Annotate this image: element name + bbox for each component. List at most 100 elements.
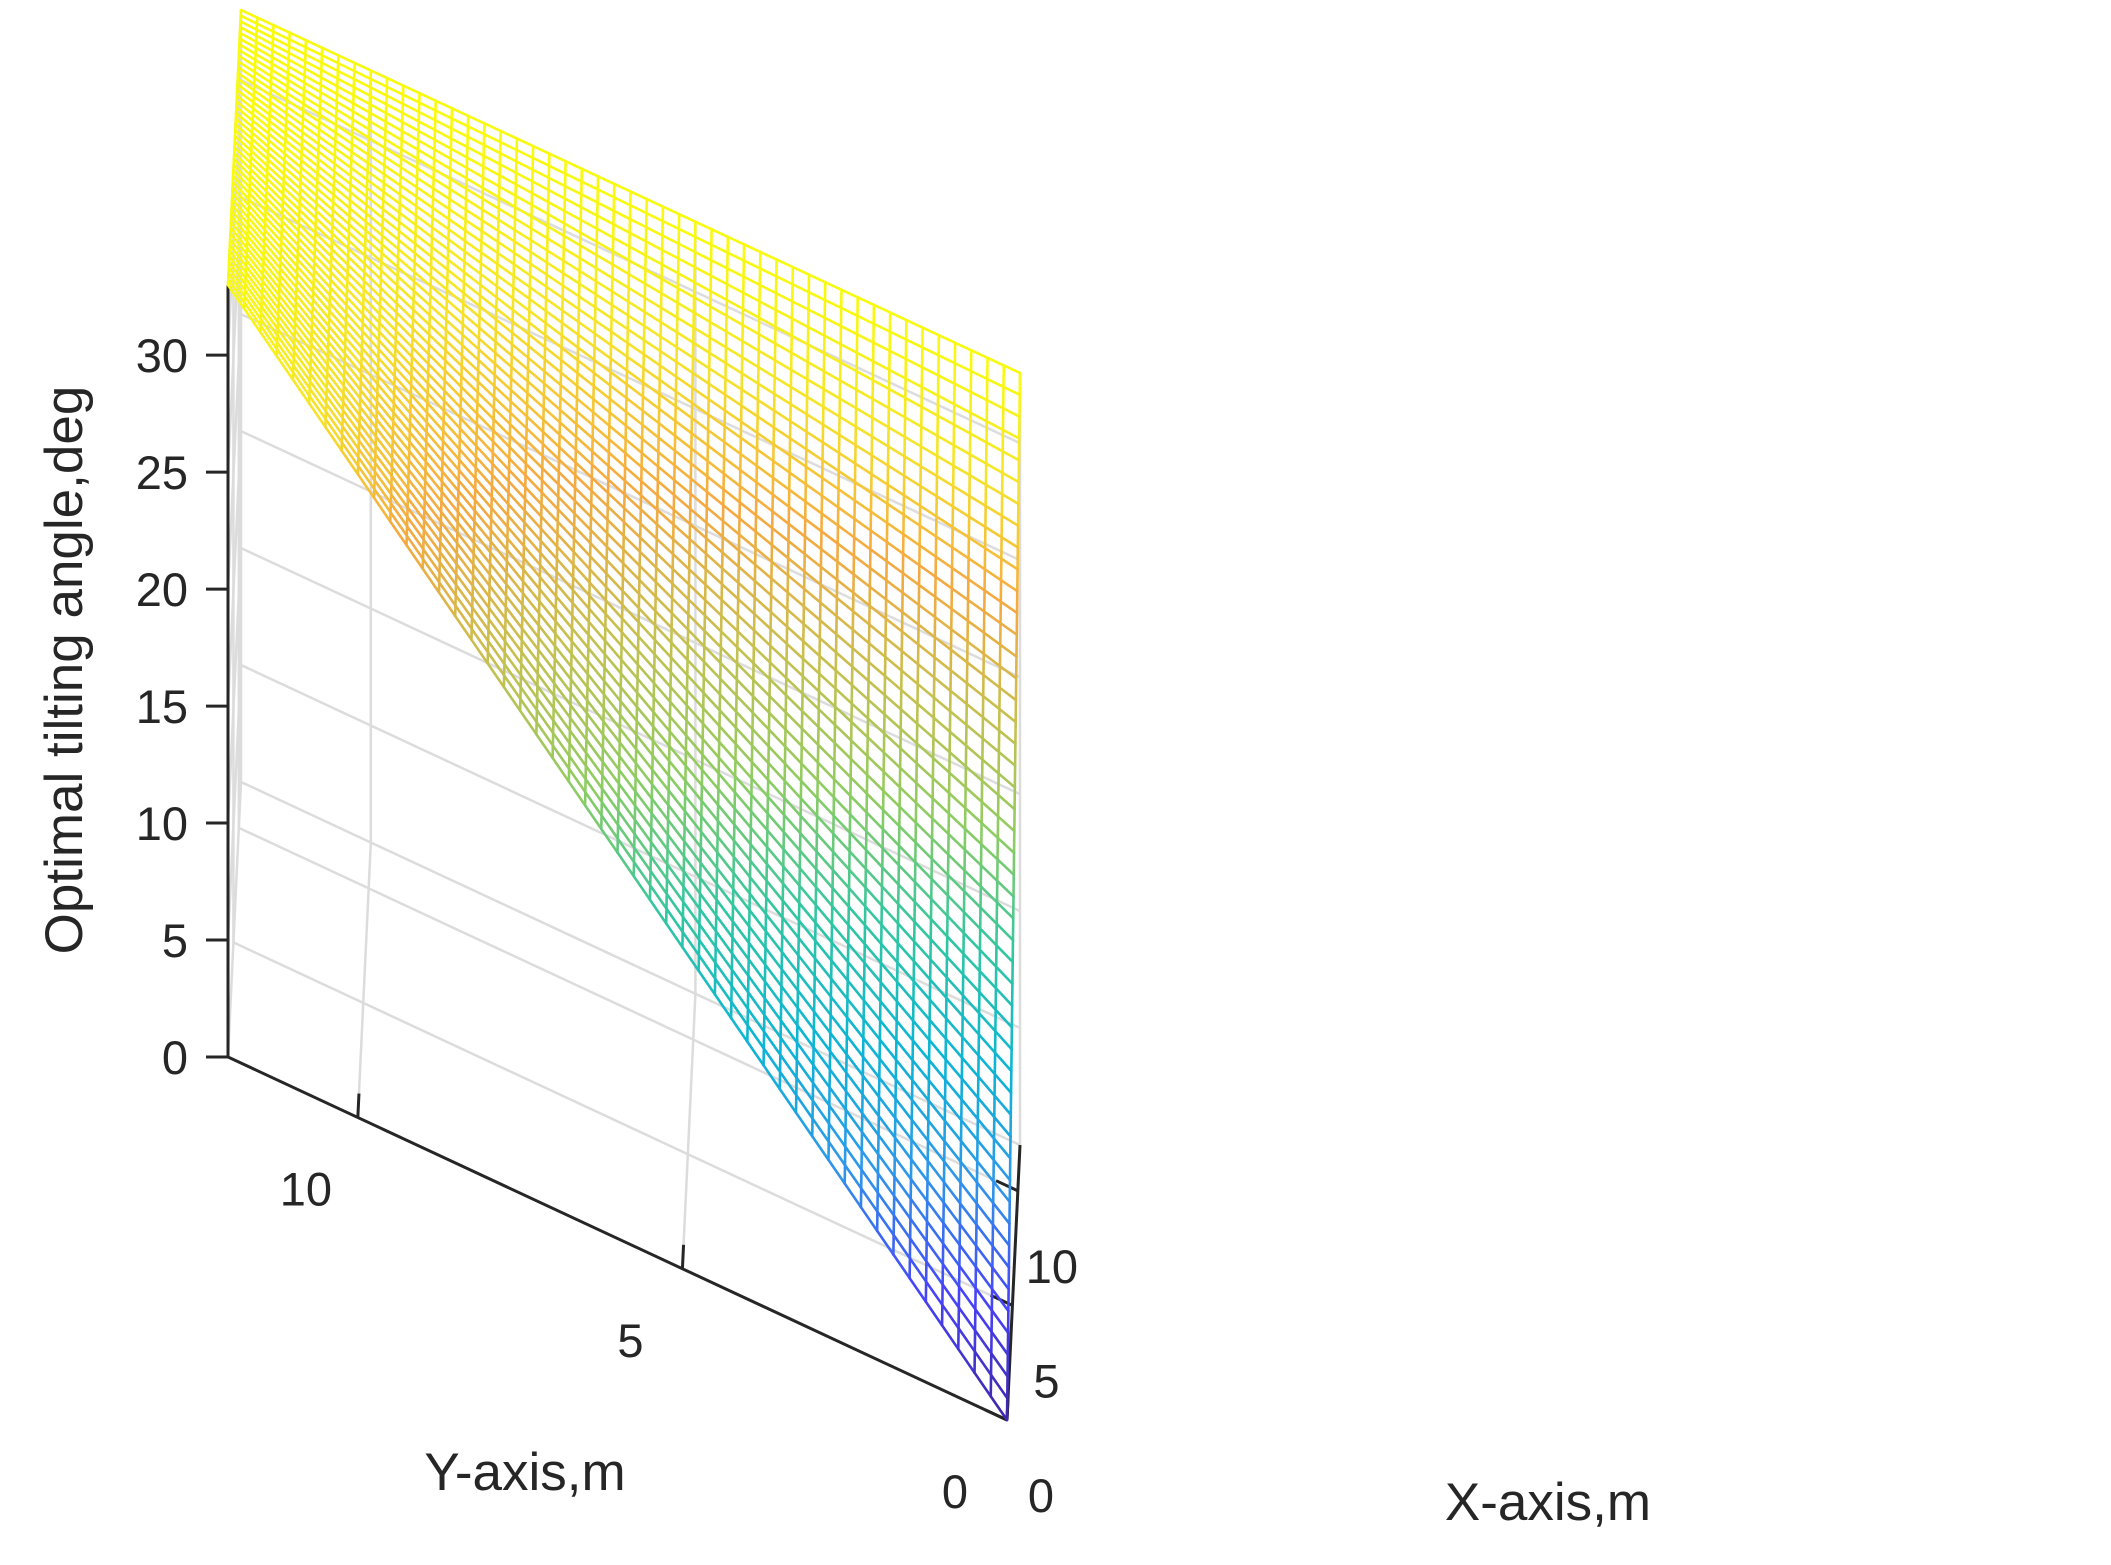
mesh-x20-seg17 (718, 677, 738, 697)
mesh-x30-seg17 (721, 519, 741, 536)
mesh-x44-seg30 (514, 182, 534, 195)
mesh-x19-seg12 (799, 779, 819, 800)
mesh-x3-seg8 (860, 1149, 880, 1175)
mesh-x10-seg47 (229, 226, 249, 250)
mesh-x34-seg29 (528, 309, 547, 325)
mesh-x13-seg39 (360, 363, 379, 386)
mesh-x22-seg40 (346, 271, 366, 291)
mesh-x47-seg26 (580, 180, 600, 191)
mesh-x6-seg19 (682, 855, 702, 880)
mesh-x30-seg8 (867, 641, 887, 659)
mesh-x42-seg42 (319, 90, 339, 104)
mesh-x3-seg7 (876, 1172, 896, 1198)
mesh-x36-seg15 (755, 448, 775, 463)
mesh-x41-seg28 (546, 237, 565, 250)
mesh-x40-seg9 (854, 443, 874, 457)
mesh-x22-seg17 (719, 645, 739, 665)
mesh-x13-seg34 (441, 459, 461, 482)
mesh-x21-seg37 (394, 329, 414, 349)
mesh-x23-seg16 (736, 646, 755, 665)
mesh-x20-seg20 (670, 626, 690, 647)
mesh-x25-seg41 (330, 232, 350, 250)
mesh-x0-seg2 (957, 1347, 976, 1375)
mesh-x31-seg31 (494, 318, 514, 335)
mesh-x22-seg15 (751, 678, 771, 698)
mesh-x24-seg24 (606, 505, 626, 524)
mesh-x47-seg2 (969, 369, 989, 381)
mesh-x31-seg1 (981, 715, 1001, 732)
mesh-x25-seg8 (866, 735, 886, 754)
mesh-x21-seg4 (930, 877, 950, 897)
mesh-x19-seg7 (881, 866, 900, 886)
mesh-x24-seg17 (720, 614, 739, 633)
mesh-x23-seg31 (492, 406, 512, 426)
mesh-x12-seg17 (716, 803, 736, 826)
mesh-x39-seg38 (383, 155, 403, 169)
mesh-x35-seg9 (852, 536, 872, 551)
mesh-x45-seg38 (384, 102, 404, 115)
z-tick-label-15: 15 (136, 680, 188, 733)
mesh-x14-seg10 (830, 904, 850, 927)
mesh-x23-seg29 (525, 438, 544, 458)
mesh-x17-seg32 (474, 455, 494, 477)
mesh-x23-seg24 (606, 518, 626, 538)
mesh-x39-seg3 (951, 525, 971, 539)
mesh-x47-seg34 (450, 117, 470, 128)
mesh-x31-seg42 (316, 172, 336, 189)
mesh-x38-seg23 (626, 327, 646, 342)
mesh-x14-seg5 (912, 999, 931, 1022)
mesh-x30-seg11 (819, 601, 838, 618)
mesh-x8-seg42 (310, 342, 329, 367)
mesh-x31-seg16 (738, 517, 758, 533)
mesh-x20-seg16 (735, 694, 755, 714)
mesh-x24-seg19 (687, 583, 707, 602)
mesh-x42-seg40 (351, 110, 371, 123)
mesh-x44-seg33 (465, 156, 485, 168)
mesh-x38-seg43 (301, 109, 321, 124)
mesh-x5-seg9 (844, 1089, 864, 1115)
mesh-x45-seg7 (888, 368, 907, 380)
mesh-x2-seg16 (730, 984, 750, 1011)
mesh-x5-seg7 (877, 1133, 897, 1159)
mesh-x43-seg35 (433, 148, 452, 161)
mesh-x19-seg45 (264, 209, 284, 230)
mesh-x17-seg36 (409, 383, 429, 405)
mesh-x21-seg9 (849, 794, 868, 814)
mesh-x24-seg13 (784, 676, 804, 695)
mesh-x15-seg4 (928, 998, 948, 1020)
mesh-x22-seg32 (476, 401, 495, 421)
mesh-x17-seg14 (766, 778, 786, 800)
mesh-x28-seg35 (429, 294, 448, 312)
mesh-x3-seg33 (454, 583, 474, 609)
mesh-x38-seg47 (236, 65, 256, 80)
mesh-x47-seg23 (628, 203, 648, 215)
mesh-x23-seg30 (508, 422, 528, 442)
mesh-x22-seg43 (297, 222, 317, 242)
mesh-x48-seg4 (937, 333, 957, 345)
mesh-x38-seg29 (529, 262, 548, 276)
mesh-x44-seg13 (790, 334, 810, 346)
mesh-x37-seg30 (512, 262, 532, 277)
mesh-x28-seg2 (964, 765, 984, 783)
mesh-x47-seg27 (564, 172, 583, 183)
mesh-x26-seg40 (347, 239, 367, 257)
mesh-x47-seg43 (304, 46, 324, 57)
mesh-x21-seg34 (443, 379, 463, 399)
mesh-x4-seg23 (617, 796, 637, 822)
gridline-back-y-z10 (226, 548, 243, 824)
mesh-x22-seg45 (265, 190, 284, 210)
mesh-x21-seg22 (638, 578, 657, 598)
mesh-x21-seg15 (751, 694, 771, 715)
mesh-x1-seg45 (259, 324, 279, 351)
mesh-x16-seg9 (847, 886, 867, 908)
mesh-x6-seg1 (974, 1244, 994, 1269)
mesh-x16-seg28 (539, 539, 559, 561)
mesh-x48-seg40 (353, 61, 373, 72)
mesh-x3-seg3 (941, 1262, 961, 1288)
mesh-x16-seg6 (896, 941, 916, 963)
mesh-x37-seg40 (350, 150, 370, 165)
mesh-x31-seg18 (705, 490, 725, 507)
mesh-x3-seg43 (292, 357, 312, 383)
mesh-x14-seg23 (619, 658, 639, 680)
mesh-x43-seg10 (838, 379, 858, 391)
